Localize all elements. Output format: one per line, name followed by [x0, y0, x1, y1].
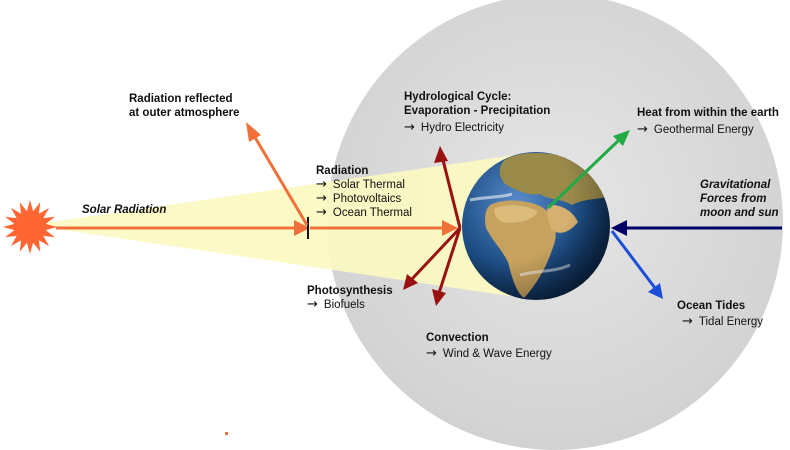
- dark-red-arrows: [403, 146, 462, 306]
- arrow-right-icon: →: [637, 122, 648, 137]
- convection-item: → Wind & Wave Energy: [426, 346, 552, 361]
- arrow-right-icon: →: [316, 191, 327, 206]
- hydro-group: Hydrological Cycle: Evaporation - Precip…: [404, 90, 550, 135]
- photosynthesis-group: Photosynthesis → Biofuels: [307, 284, 393, 312]
- sun: [3, 200, 57, 254]
- convection-title: Convection: [426, 332, 489, 344]
- arrow-right-icon: →: [426, 346, 437, 361]
- grav-line-3: moon and sun: [700, 207, 779, 219]
- reflected-radiation-arrow: [246, 122, 309, 226]
- stray-dot: [225, 432, 228, 435]
- solar-radiation-arrow: [56, 217, 310, 239]
- geothermal-item: → Geothermal Energy: [637, 122, 754, 137]
- solar-radiation-label: Solar Radiation: [82, 204, 167, 216]
- reflected-line-1: Radiation reflected: [129, 93, 233, 105]
- geothermal-group: Heat from within the earth → Geothermal E…: [637, 106, 779, 137]
- reflected-line-2: at outer atmosphere: [129, 107, 240, 119]
- geothermal-arrow: [546, 130, 630, 210]
- arrow-right-icon: →: [316, 205, 327, 220]
- arrow-right-icon: →: [404, 120, 415, 135]
- radiation-item: → Photovoltaics: [316, 191, 402, 206]
- arrow-right-icon: →: [316, 177, 327, 192]
- hydro-item: → Hydro Electricity: [404, 120, 504, 135]
- grav-line-1: Gravitational: [700, 179, 771, 191]
- gravitational-arrow: [611, 220, 782, 236]
- hydro-title-2: Evaporation - Precipitation: [404, 105, 551, 117]
- gravitational-label: Gravitational Forces from moon and sun: [700, 178, 779, 220]
- arrow-right-icon: →: [682, 314, 693, 329]
- grav-line-2: Forces from: [700, 193, 767, 205]
- radiation-group: Radiation → Solar Thermal → Photovoltaics …: [316, 164, 412, 220]
- tides-title: Ocean Tides: [677, 300, 746, 312]
- photosynthesis-title: Photosynthesis: [307, 285, 393, 297]
- solar-beam: [30, 152, 536, 300]
- radiation-item: → Solar Thermal: [316, 177, 405, 192]
- tides-group: Ocean Tides → Tidal Energy: [677, 299, 763, 329]
- radiation-item: → Ocean Thermal: [316, 205, 412, 220]
- convection-group: Convection → Wind & Wave Energy: [426, 331, 552, 361]
- photosynthesis-item: → Biofuels: [307, 297, 365, 312]
- ocean-tides-arrow: [610, 230, 663, 299]
- radiation-arrow: [310, 220, 458, 236]
- hydro-title-1: Hydrological Cycle:: [404, 91, 512, 103]
- geothermal-title: Heat from within the earth: [637, 107, 779, 119]
- radiation-title: Radiation: [316, 165, 369, 177]
- arrow-right-icon: →: [307, 297, 318, 312]
- tides-item: → Tidal Energy: [682, 314, 764, 329]
- reflected-label: Radiation reflected at outer atmosphere: [129, 92, 240, 120]
